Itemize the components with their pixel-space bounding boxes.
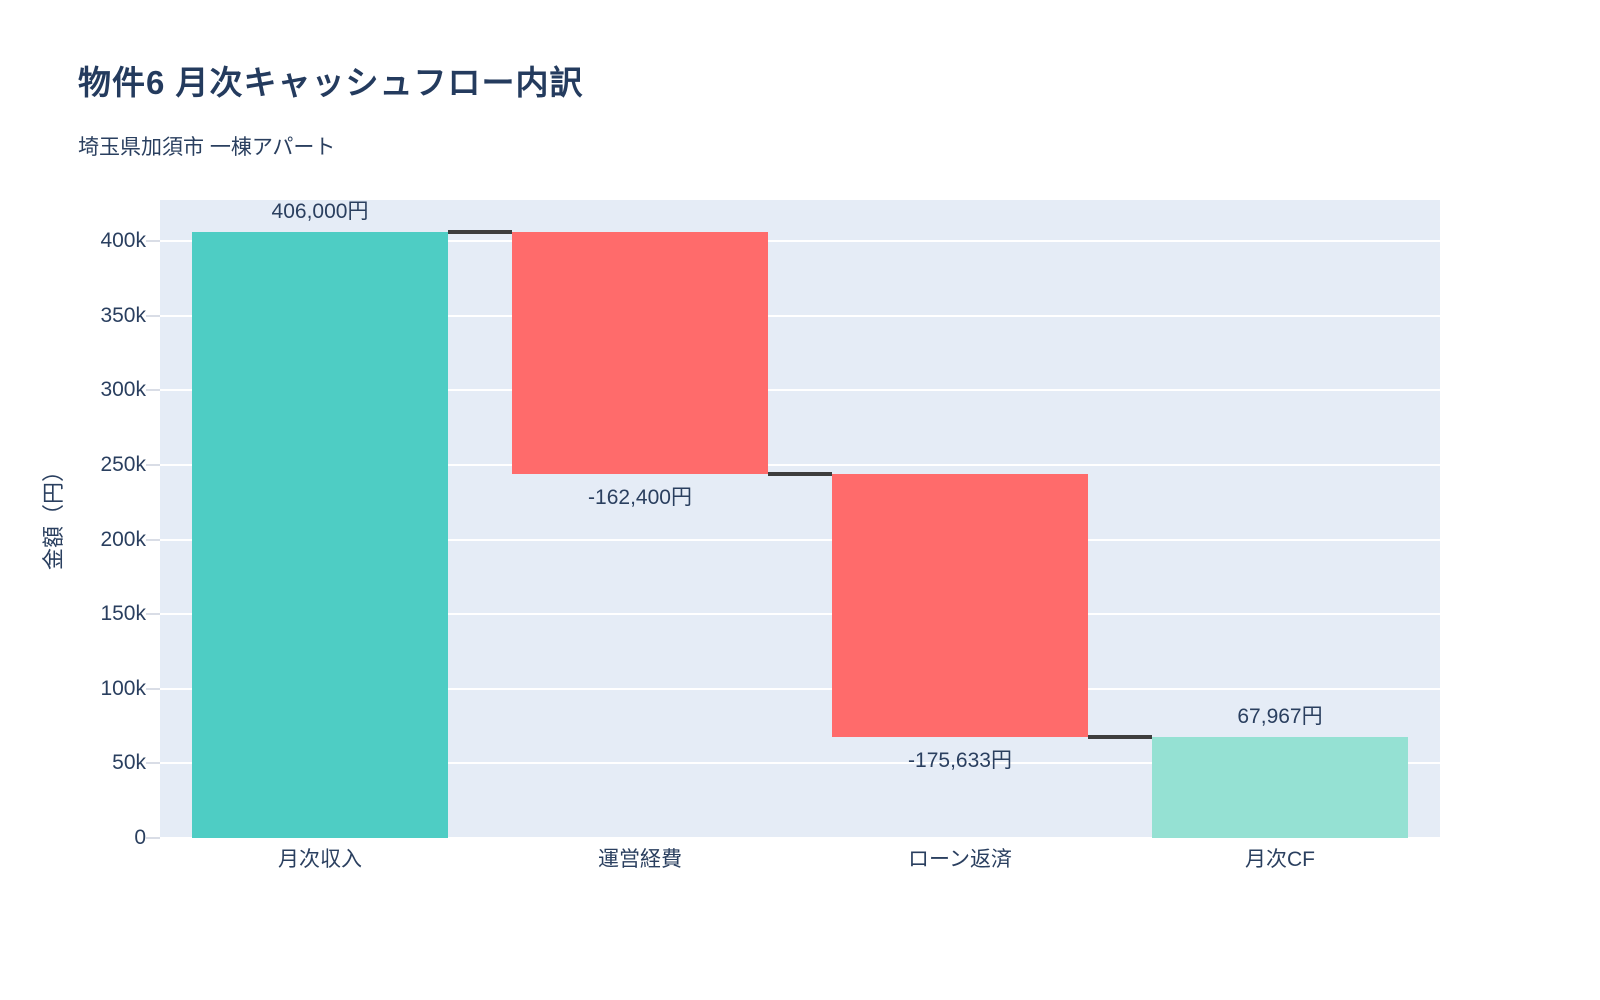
x-tick-label-ローン返済: ローン返済 (908, 848, 1012, 871)
y-tick-mark (146, 538, 160, 541)
chart-title: 物件6 月次キャッシュフロー内訳 (78, 64, 584, 101)
y-tick-label: 0 (134, 826, 146, 849)
y-gridline (160, 837, 1440, 838)
y-tick-label: 250k (100, 452, 146, 476)
y-tick-label: 150k (100, 602, 146, 626)
chart-subtitle: 埼玉県加須市 一棟アパート (78, 136, 336, 159)
y-tick-mark (146, 314, 160, 317)
y-tick-mark (146, 687, 160, 690)
y-tick-label: 300k (100, 378, 146, 402)
y-tick-mark (146, 613, 160, 616)
y-tick-mark (146, 389, 160, 392)
waterfall-connector (448, 230, 512, 235)
bar-value-label: -162,400円 (588, 486, 692, 510)
y-tick-label: 50k (112, 751, 146, 775)
y-tick-label: 100k (100, 676, 146, 700)
waterfall-connector (768, 472, 832, 477)
waterfall-connector (1088, 734, 1152, 739)
waterfall-bar-月次収入[interactable] (192, 232, 448, 838)
y-gridline (160, 613, 1440, 616)
x-tick-label-運営経費: 運営経費 (598, 848, 682, 871)
x-tick-label-月次CF: 月次CF (1245, 848, 1315, 871)
y-gridline (160, 762, 1440, 765)
y-tick-mark (146, 463, 160, 466)
y-tick-label: 400k (100, 229, 146, 253)
y-gridline (160, 463, 1440, 466)
y-tick-mark (146, 762, 160, 765)
waterfall-bar-ローン返済[interactable] (832, 474, 1088, 737)
y-gridline (160, 687, 1440, 690)
y-tick-label: 350k (100, 303, 146, 327)
y-gridline (160, 538, 1440, 541)
bar-value-label: 406,000円 (271, 200, 369, 224)
waterfall-bar-月次CF[interactable] (1152, 736, 1408, 838)
bar-value-label: -175,633円 (908, 748, 1012, 772)
y-gridline (160, 240, 1440, 243)
y-tick-mark (146, 240, 160, 243)
x-tick-label-月次収入: 月次収入 (278, 848, 362, 871)
y-tick-mark (146, 837, 160, 839)
y-tick-label: 200k (100, 527, 146, 551)
y-gridline (160, 389, 1440, 392)
waterfall-bar-運営経費[interactable] (512, 232, 768, 475)
bar-value-label: 67,967円 (1237, 704, 1323, 728)
y-gridline (160, 314, 1440, 317)
